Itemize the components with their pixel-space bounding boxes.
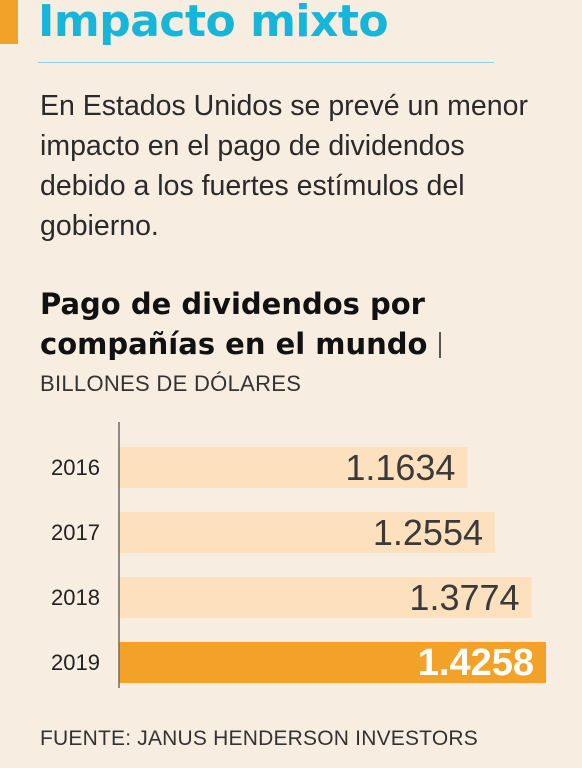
headline: Impacto mixto — [38, 0, 389, 47]
year-label-2019: 2019 — [51, 650, 100, 675]
title-cursor — [439, 332, 442, 358]
value-label-2019: 1.4258 — [418, 642, 534, 684]
bar-2017 — [119, 512, 495, 553]
chart-title-text: Pago de dividendos por compañías en el m… — [40, 287, 428, 361]
bar-2018 — [119, 577, 532, 618]
bar-2016 — [119, 447, 468, 488]
headline-rule — [38, 62, 494, 63]
value-label-2018: 1.3774 — [409, 577, 519, 618]
bar-2019 — [119, 642, 547, 683]
unit-label: BILLONES DE DÓLARES — [40, 371, 302, 396]
year-label-2017: 2017 — [51, 520, 100, 545]
year-label-2018: 2018 — [51, 585, 100, 610]
source-text: FUENTE: JANUS HENDERSON INVESTORS — [40, 727, 478, 750]
intro-text: En Estados Unidos se prevé un menor impa… — [40, 90, 528, 242]
accent-bar — [0, 0, 18, 44]
value-label-2016: 1.1634 — [345, 447, 455, 488]
year-label-2016: 2016 — [51, 455, 100, 480]
value-label-2017: 1.2554 — [373, 512, 483, 553]
chart-title: Pago de dividendos por compañías en el m… — [40, 284, 560, 364]
